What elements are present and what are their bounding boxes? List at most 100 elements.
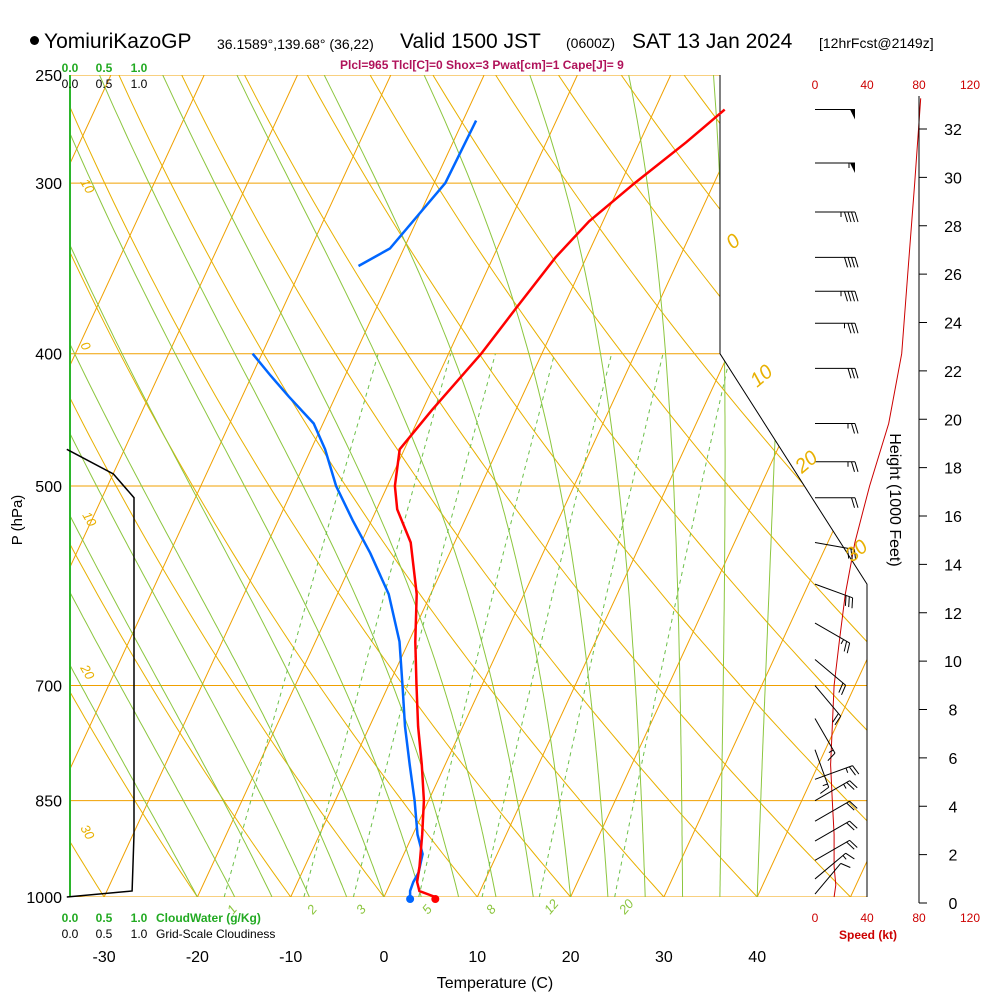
barb-flag	[854, 368, 859, 379]
wind-barb	[814, 718, 836, 762]
wind-barb	[814, 862, 851, 895]
temp-tick-label: 10	[468, 949, 486, 966]
dewpoint-line	[251, 352, 424, 897]
mixing-ratio-label: 2	[303, 901, 320, 918]
dry-adiabat-line	[306, 75, 867, 897]
height-tick-label: 20	[944, 412, 962, 429]
x-axis-title: Temperature (C)	[437, 975, 553, 992]
barb-flag	[851, 597, 854, 609]
moist-adiabat-line	[323, 75, 572, 897]
plot-frame	[719, 75, 868, 897]
barb-flag	[854, 211, 859, 223]
isotherm-line	[196, 75, 578, 897]
pressure-tick-label: 250	[35, 68, 62, 85]
barb-half-flag	[828, 749, 834, 754]
moist-adiabat-line	[70, 75, 273, 897]
barb-flag	[851, 461, 855, 472]
barb-staff	[814, 749, 830, 788]
speed-tick-bottom: 0	[812, 911, 819, 925]
height-tick-label: 22	[944, 364, 962, 381]
skew-label-left: 20	[77, 661, 98, 683]
barb-flag	[845, 852, 855, 860]
mixing-ratio-line	[303, 353, 452, 897]
barb-flag	[849, 820, 858, 829]
valid-date: SAT 13 Jan 2024	[632, 30, 793, 53]
cloudiness-tick-top: 0.0	[62, 77, 79, 91]
site-marker-icon	[30, 36, 39, 45]
dry-adiabat-line	[244, 75, 851, 897]
moist-adiabat-line	[70, 75, 198, 897]
barb-half-flag	[822, 783, 828, 787]
cloudwater-tick-bottom: 0.0	[62, 911, 79, 925]
barb-flag	[847, 291, 852, 302]
barb-half-flag	[843, 783, 847, 789]
wind-barb	[815, 162, 855, 174]
wind-barb	[815, 290, 859, 302]
height-tick-label: 16	[944, 509, 962, 526]
dry-adiabat-line	[495, 75, 867, 897]
temp-tick-label: -20	[186, 949, 209, 966]
barb-staff	[814, 852, 846, 880]
height-tick-label: 4	[949, 799, 958, 816]
moist-adiabat-line	[70, 75, 310, 897]
cloudwater-tick-top: 0.0	[62, 61, 79, 75]
wind-barb	[815, 109, 855, 120]
barb-flag	[854, 257, 859, 268]
speed-tick-top: 80	[912, 78, 926, 92]
wind-barb	[814, 622, 851, 654]
site-coords: 36.1589°,139.68° (36,22)	[217, 36, 374, 52]
temp-tick-label: -10	[279, 949, 302, 966]
pressure-tick-label: 700	[35, 679, 62, 696]
barb-pennant	[850, 109, 855, 120]
pressure-tick-label: 1000	[26, 890, 62, 907]
barb-flag	[838, 682, 844, 693]
dry-adiabat-line	[70, 75, 571, 897]
height-tick-label: 14	[944, 557, 962, 574]
temp-tick-label: 20	[562, 949, 580, 966]
forecast-info: [12hrFcst@2149z]	[819, 35, 934, 51]
height-tick-label: 8	[949, 703, 958, 720]
isotherm-line	[290, 75, 672, 897]
barb-flag	[854, 423, 859, 434]
barb-flag	[849, 839, 858, 848]
moist-adiabat-line	[423, 75, 609, 897]
isotherm-line	[850, 75, 867, 897]
mixing-ratio-line	[418, 353, 555, 897]
barb-flag	[851, 211, 855, 223]
barb-flag	[820, 786, 829, 794]
barb-flag	[848, 596, 850, 608]
dry-adiabat-line	[70, 75, 292, 897]
dry-adiabat-line	[181, 75, 758, 897]
wind-barb	[814, 839, 858, 861]
moist-adiabat-line	[628, 75, 684, 897]
barb-staff	[814, 718, 836, 754]
skew-label-left: 10	[79, 509, 100, 530]
wind-barb	[814, 780, 858, 802]
temp-tick-label: 40	[748, 949, 766, 966]
surface-temp-dot	[431, 895, 440, 903]
moist-adiabat-line	[70, 75, 348, 897]
barb-flag	[840, 862, 851, 868]
wind-barb	[814, 542, 857, 560]
barb-flag	[852, 765, 860, 775]
moist-adiabat-line	[70, 75, 385, 897]
barb-flag	[849, 780, 858, 789]
barb-flag	[854, 461, 859, 472]
skew-label-left: 10	[77, 176, 98, 197]
barb-flag	[844, 595, 847, 606]
valid-time: Valid 1500 JST	[400, 30, 541, 53]
barb-half-flag	[840, 639, 845, 645]
site-name: YomiuriKazoGP	[44, 30, 192, 53]
speed-tick-top: 40	[860, 78, 874, 92]
height-tick-label: 10	[944, 654, 962, 671]
barb-flag	[851, 497, 855, 508]
speed-tick-top: 120	[960, 78, 980, 92]
wind-barb	[815, 367, 859, 379]
temperature-line	[393, 108, 726, 899]
dry-adiabat-line	[70, 75, 198, 897]
barb-flag	[832, 713, 839, 723]
barb-flag	[847, 323, 852, 334]
height-tick-label: 30	[944, 170, 962, 187]
barb-flag	[847, 257, 852, 268]
pressure-tick-label: 500	[35, 479, 62, 496]
